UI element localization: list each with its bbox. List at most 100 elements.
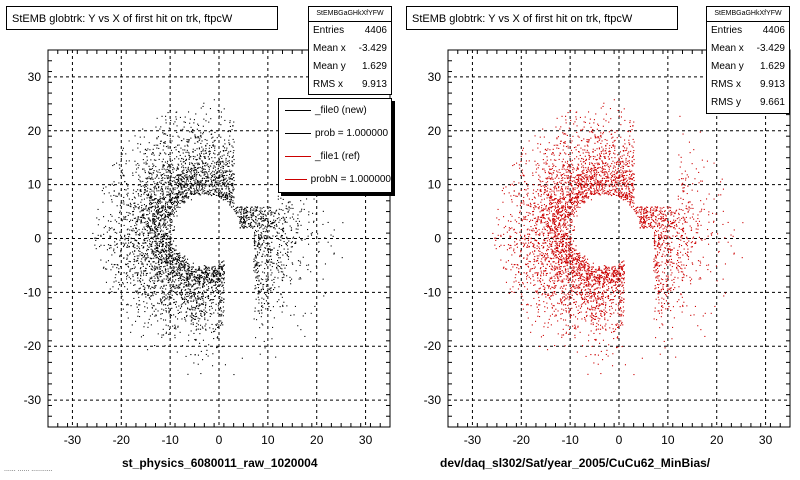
scatter-point — [258, 247, 260, 249]
scatter-point — [247, 206, 249, 208]
scatter-point — [136, 168, 138, 170]
scatter-point — [119, 204, 121, 206]
scatter-point — [201, 167, 203, 169]
scatter-point — [214, 153, 216, 155]
scatter-point — [173, 197, 175, 199]
scatter-point — [205, 353, 207, 355]
scatter-point — [147, 181, 149, 183]
scatter-point — [178, 274, 180, 276]
scatter-point — [131, 324, 133, 326]
scatter-point — [164, 223, 166, 225]
left-legend[interactable]: _file0 (new) prob = 1.000000 _file1 (ref… — [278, 98, 392, 193]
scatter-point — [182, 266, 184, 268]
scatter-point — [168, 127, 170, 129]
scatter-point — [162, 328, 164, 330]
scatter-point — [280, 209, 282, 211]
scatter-point — [161, 238, 163, 240]
scatter-point — [219, 163, 221, 165]
scatter-point — [215, 324, 217, 326]
scatter-point — [153, 159, 155, 161]
scatter-point — [204, 157, 206, 159]
scatter-point — [202, 189, 204, 191]
scatter-point — [199, 269, 201, 271]
scatter-point — [143, 162, 145, 164]
scatter-point — [183, 265, 185, 267]
scatter-point — [244, 222, 246, 224]
scatter-point — [187, 273, 189, 275]
scatter-point — [163, 293, 165, 295]
scatter-point — [199, 279, 201, 281]
scatter-point — [132, 184, 134, 186]
scatter-point — [141, 252, 143, 254]
scatter-point — [203, 290, 205, 292]
scatter-point — [160, 235, 162, 237]
scatter-point — [194, 293, 196, 295]
scatter-point — [177, 197, 179, 199]
scatter-point — [194, 163, 196, 165]
scatter-point — [122, 149, 124, 151]
scatter-point — [116, 238, 118, 240]
scatter-point — [205, 329, 207, 331]
scatter-point — [156, 147, 158, 149]
scatter-point — [564, 299, 566, 301]
scatter-point — [207, 156, 209, 158]
scatter-point — [157, 209, 159, 211]
scatter-point — [157, 234, 159, 236]
scatter-point — [226, 181, 228, 183]
scatter-point — [232, 146, 234, 148]
scatter-point — [184, 116, 186, 118]
scatter-point — [169, 109, 171, 111]
scatter-point — [261, 255, 263, 257]
scatter-point — [200, 175, 202, 177]
scatter-point — [215, 284, 217, 286]
scatter-point — [568, 328, 570, 330]
scatter-point — [140, 278, 142, 280]
scatter-point — [154, 285, 156, 287]
scatter-point — [114, 241, 116, 243]
scatter-point — [320, 194, 322, 196]
scatter-point — [173, 298, 175, 300]
scatter-point — [228, 187, 230, 189]
scatter-point — [163, 196, 165, 198]
scatter-point — [97, 208, 99, 210]
scatter-point — [307, 269, 309, 271]
scatter-point — [276, 225, 278, 227]
scatter-point — [196, 173, 198, 175]
scatter-point — [258, 312, 260, 314]
scatter-point — [150, 195, 152, 197]
scatter-point — [156, 184, 158, 186]
scatter-point — [160, 273, 162, 275]
scatter-point — [211, 137, 213, 139]
scatter-point — [194, 149, 196, 151]
scatter-point — [205, 269, 207, 271]
scatter-point — [322, 210, 324, 212]
scatter-point — [130, 282, 132, 284]
scatter-point — [254, 237, 256, 239]
scatter-point — [180, 178, 182, 180]
scatter-point — [654, 235, 656, 237]
scatter-point — [157, 229, 159, 231]
scatter-point — [165, 211, 167, 213]
scatter-point — [134, 256, 136, 258]
scatter-point — [281, 277, 283, 279]
scatter-point — [116, 232, 118, 234]
scatter-point — [126, 282, 128, 284]
scatter-point — [173, 271, 175, 273]
scatter-point — [164, 260, 166, 262]
scatter-point — [109, 244, 111, 246]
scatter-point — [199, 158, 201, 160]
scatter-point — [167, 181, 169, 183]
scatter-point — [140, 272, 142, 274]
scatter-point — [211, 180, 213, 182]
scatter-point — [318, 250, 320, 252]
scatter-point — [256, 272, 258, 274]
scatter-point — [187, 271, 189, 273]
scatter-point — [127, 265, 129, 267]
scatter-point — [149, 197, 151, 199]
scatter-point — [168, 297, 170, 299]
scatter-point — [217, 292, 219, 294]
scatter-point — [131, 268, 133, 270]
scatter-point — [169, 262, 171, 264]
scatter-point — [153, 282, 155, 284]
scatter-point — [179, 254, 181, 256]
